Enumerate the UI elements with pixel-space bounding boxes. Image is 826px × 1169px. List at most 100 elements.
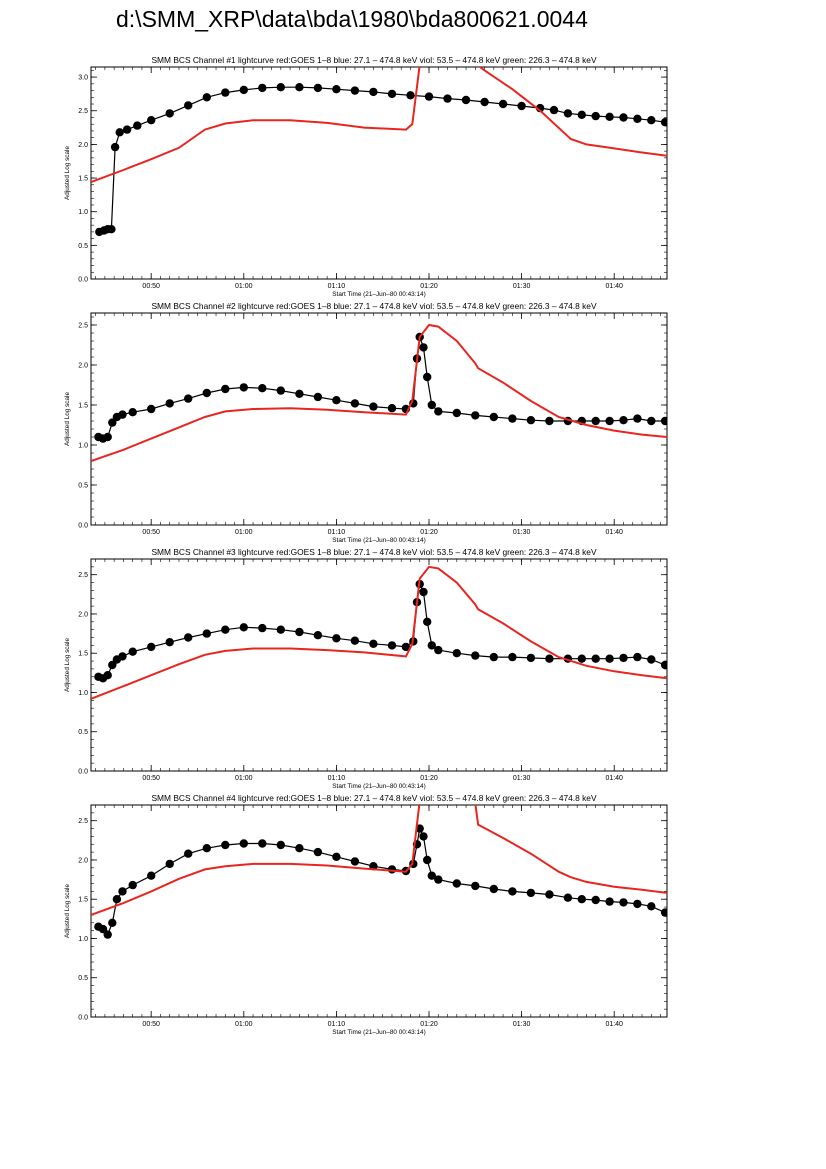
y-tick-label: 2.5 bbox=[78, 108, 88, 115]
bcs-point bbox=[508, 652, 517, 662]
bcs-point bbox=[591, 111, 600, 121]
bcs-point bbox=[424, 92, 434, 101]
bcs-point bbox=[202, 388, 211, 398]
bcs-point bbox=[387, 89, 397, 99]
x-axis-label: Start Time (21–Jun–80 00:43:14) bbox=[332, 783, 425, 790]
bcs-point bbox=[406, 91, 415, 100]
x-tick-label: 01:10 bbox=[328, 529, 346, 536]
y-tick-label: 1.0 bbox=[78, 690, 88, 697]
bcs-point bbox=[419, 832, 428, 841]
bcs-point bbox=[577, 110, 586, 120]
goes-series-line bbox=[91, 805, 667, 916]
bcs-point bbox=[239, 383, 248, 392]
bcs-point bbox=[295, 389, 304, 398]
bcs-point bbox=[112, 895, 122, 904]
y-tick-label: 2.0 bbox=[78, 142, 88, 149]
bcs-point bbox=[526, 888, 536, 898]
bcs-point bbox=[647, 655, 656, 664]
bcs-point bbox=[221, 88, 230, 97]
bcs-point bbox=[147, 116, 156, 125]
bcs-point bbox=[258, 83, 267, 93]
bcs-point bbox=[605, 416, 614, 426]
bcs-point bbox=[517, 101, 526, 111]
bcs-point bbox=[563, 893, 573, 902]
bcs-point bbox=[647, 416, 656, 426]
bcs-point bbox=[147, 871, 156, 880]
x-tick-label: 00:50 bbox=[142, 283, 160, 290]
y-tick-label: 2.0 bbox=[78, 857, 88, 864]
bcs-point bbox=[471, 881, 480, 891]
bcs-point bbox=[350, 86, 360, 95]
bcs-point bbox=[619, 898, 628, 907]
bcs-point bbox=[434, 875, 443, 884]
y-tick-label: 0.5 bbox=[78, 243, 88, 250]
y-tick-label: 2.0 bbox=[78, 611, 88, 618]
x-tick-label: 00:50 bbox=[142, 775, 160, 782]
bcs-point bbox=[184, 394, 193, 403]
bcs-point bbox=[545, 890, 554, 899]
y-axis-label: Adjusted Log scale bbox=[64, 146, 71, 200]
bcs-point bbox=[647, 116, 656, 125]
bcs-point bbox=[165, 638, 174, 647]
bcs-point bbox=[619, 653, 628, 663]
y-tick-label: 1.5 bbox=[78, 403, 88, 410]
bcs-point bbox=[633, 114, 642, 124]
bcs-point bbox=[221, 384, 230, 394]
bcs-point bbox=[103, 432, 112, 442]
bcs-point bbox=[350, 636, 360, 645]
bcs-point bbox=[128, 880, 137, 890]
bcs-point bbox=[332, 396, 341, 405]
bcs-point bbox=[332, 634, 341, 643]
bcs-point bbox=[276, 83, 285, 92]
y-tick-label: 2.0 bbox=[78, 363, 88, 370]
plot-area bbox=[91, 67, 667, 237]
bcs-point bbox=[647, 902, 656, 911]
bcs-point bbox=[423, 855, 432, 865]
bcs-series-line bbox=[98, 826, 666, 936]
bcs-point bbox=[184, 849, 193, 858]
bcs-point bbox=[471, 411, 480, 420]
goes-series-line bbox=[91, 323, 667, 462]
bcs-point bbox=[221, 625, 230, 634]
bcs-point bbox=[545, 654, 554, 663]
chart-title: SMM BCS Channel #3 lightcurve red:GOES 1… bbox=[151, 547, 596, 557]
bcs-point bbox=[387, 404, 397, 413]
plot-frame bbox=[90, 804, 668, 1018]
bcs-point bbox=[423, 372, 432, 382]
bcs-point bbox=[660, 660, 667, 670]
plot-area bbox=[91, 805, 667, 939]
bcs-point bbox=[526, 653, 536, 663]
bcs-point bbox=[434, 645, 443, 655]
bcs-point bbox=[605, 112, 614, 122]
bcs-point bbox=[419, 587, 428, 597]
bcs-point bbox=[452, 649, 461, 658]
x-tick-label: 01:00 bbox=[235, 529, 253, 536]
bcs-point bbox=[427, 641, 436, 650]
chart-title: SMM BCS Channel #2 lightcurve red:GOES 1… bbox=[151, 301, 596, 311]
bcs-point bbox=[313, 83, 323, 93]
y-axis-label: Adjusted Log scale bbox=[64, 638, 71, 692]
bcs-point bbox=[295, 83, 304, 92]
y-tick-label: 1.5 bbox=[78, 176, 88, 183]
y-tick-label: 2.5 bbox=[78, 818, 88, 825]
bcs-point bbox=[452, 408, 461, 418]
x-tick-label: 01:30 bbox=[513, 283, 531, 290]
y-tick-label: 0.0 bbox=[78, 769, 88, 776]
y-tick-label: 0.0 bbox=[78, 523, 88, 530]
bcs-point bbox=[591, 416, 600, 426]
y-axis-label: Adjusted Log scale bbox=[64, 392, 71, 446]
y-tick-label: 0.5 bbox=[78, 483, 88, 490]
bcs-point bbox=[239, 623, 248, 632]
plot-frame bbox=[90, 66, 668, 280]
bcs-point bbox=[350, 399, 360, 408]
bcs-point bbox=[489, 884, 498, 894]
x-axis-label: Start Time (21–Jun–80 00:43:14) bbox=[332, 291, 425, 298]
chart-title: SMM BCS Channel #1 lightcurve red:GOES 1… bbox=[151, 55, 596, 65]
y-tick-label: 0.0 bbox=[78, 277, 88, 284]
x-axis-label: Start Time (21–Jun–80 00:43:14) bbox=[332, 1029, 425, 1036]
bcs-point bbox=[184, 101, 193, 110]
bcs-point bbox=[369, 639, 378, 648]
x-tick-label: 01:10 bbox=[328, 283, 346, 290]
bcs-point bbox=[118, 652, 127, 661]
bcs-point bbox=[239, 85, 248, 95]
